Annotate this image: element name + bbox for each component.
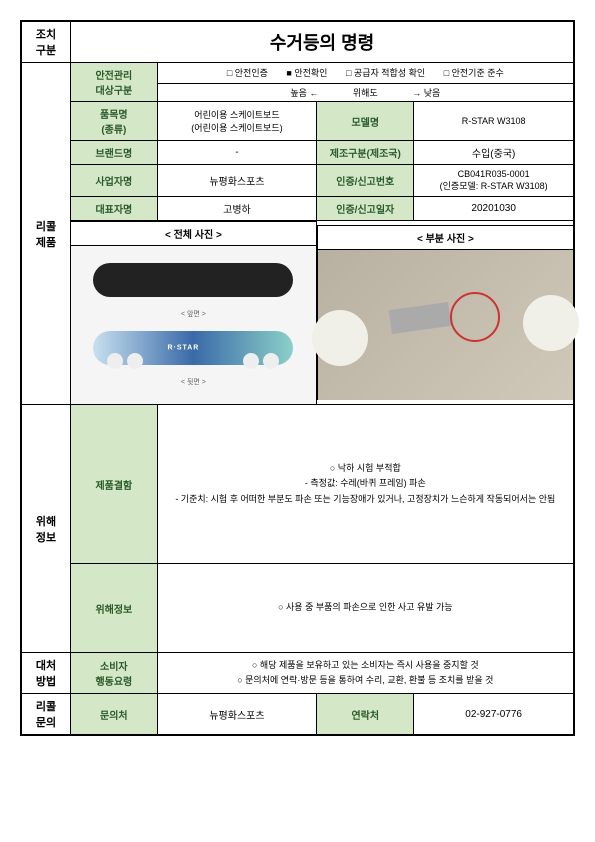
board-top-view [93, 263, 293, 297]
hazard-label: 위해정보 [71, 564, 158, 653]
name-label: 품목명 (종류) [71, 102, 158, 141]
defect-text: ○ 낙하 시험 부적합 - 측정값: 수레(바퀴 프레임) 파손 - 기준치: … [157, 405, 574, 564]
defect-label: 제품결함 [71, 405, 158, 564]
cert-no-value: CB041R035-0001 (인증모델: R-STAR W3108) [414, 165, 574, 197]
full-photo-header: < 전체 사진 > [71, 222, 316, 246]
recall-notice-table: 조치 구분 수거등의 명령 리콜 제품 안전관리 대상구분 □ 안전인증 ■ 안… [20, 20, 575, 736]
partial-photo-col: < 부분 사진 > [317, 221, 574, 405]
rep-label: 대표자명 [71, 197, 158, 221]
hazard-scale: 높음 ← 위해도 → 낮음 [157, 83, 574, 101]
brand-value: - [157, 141, 317, 165]
scale-mid: 위해도 [353, 88, 378, 98]
page-title: 수거등의 명령 [71, 21, 574, 63]
hazard-text: ○ 사용 중 부품의 파손으로 인한 사고 유발 가능 [157, 564, 574, 653]
biz-label: 사업자명 [71, 165, 158, 197]
biz-value: 뉴평화스포츠 [157, 165, 317, 197]
section-recall-product: 리콜 제품 [21, 63, 71, 405]
partial-photo [317, 250, 573, 401]
cert-date-value: 20201030 [414, 197, 574, 221]
consumer-text: ○ 해당 제품을 보유하고 있는 소비자는 즉시 사용을 중지할 것 ○ 문의처… [157, 653, 574, 694]
scale-right: → 낮음 [412, 88, 440, 98]
full-photo-col: < 전체 사진 > < 앞면 > < 뒷면 > [71, 221, 317, 405]
scale-left: 높음 ← [290, 88, 318, 98]
partial-photo-header: < 부분 사진 > [317, 226, 573, 250]
defect-highlight-circle [450, 292, 500, 342]
cb-standard: □ 안전기준 준수 [444, 68, 504, 78]
consumer-label: 소비자 행동요령 [71, 653, 158, 694]
rep-value: 고병하 [157, 197, 317, 221]
model-value: R-STAR W3108 [414, 102, 574, 141]
inquiry-name: 뉴평화스포츠 [157, 694, 317, 736]
cert-date-label: 인증/신고일자 [317, 197, 414, 221]
section-hazard: 위해 정보 [21, 405, 71, 653]
name-value: 어린이용 스케이트보드 (어린이용 스케이트보드) [157, 102, 317, 141]
safety-checkboxes: □ 안전인증 ■ 안전확인 □ 공급자 적합성 확인 □ 안전기준 준수 [157, 63, 574, 84]
section-action: 조치 구분 [21, 21, 71, 63]
truck-part [388, 301, 451, 333]
board-bottom-view [93, 331, 293, 365]
caption-top: < 앞면 > [181, 309, 206, 319]
safety-label: 안전관리 대상구분 [71, 63, 158, 102]
cb-confirm: ■ 안전확인 [286, 68, 327, 78]
section-countermeasure: 대처 방법 [21, 653, 71, 694]
mfg-value: 수입(중국) [414, 141, 574, 165]
cb-cert: □ 안전인증 [227, 68, 268, 78]
model-label: 모델명 [317, 102, 414, 141]
inquiry-label: 문의처 [71, 694, 158, 736]
contact-value: 02-927-0776 [414, 694, 574, 736]
cert-no-label: 인증/신고번호 [317, 165, 414, 197]
mfg-label: 제조구분(제조국) [317, 141, 414, 165]
cb-supplier: □ 공급자 적합성 확인 [346, 68, 425, 78]
section-inquiry: 리콜 문의 [21, 694, 71, 736]
full-photo: < 앞면 > < 뒷면 > [71, 246, 316, 405]
contact-label: 연락처 [317, 694, 414, 736]
brand-label: 브랜드명 [71, 141, 158, 165]
caption-bottom: < 뒷면 > [181, 377, 206, 387]
